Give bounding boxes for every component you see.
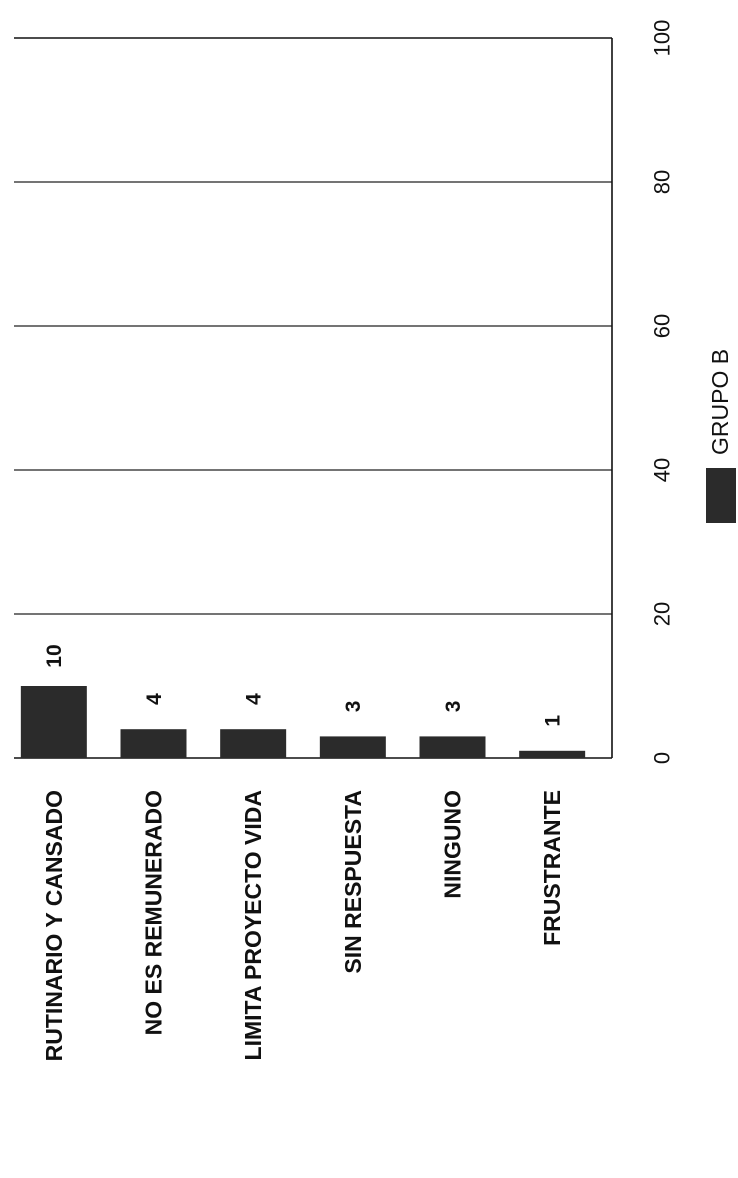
- bar: [419, 736, 486, 758]
- tick-label: 80: [650, 170, 675, 194]
- bar: [120, 729, 187, 758]
- category-label: NINGUNO: [440, 790, 466, 899]
- legend-label: GRUPO B: [707, 349, 733, 455]
- data-label: 4: [243, 693, 266, 705]
- data-label: 1: [542, 715, 565, 727]
- data-label: 10: [43, 644, 66, 667]
- category-label: LIMITA PROYECTO VIDA: [240, 790, 266, 1060]
- bar: [519, 750, 586, 758]
- legend: GRUPO B: [706, 349, 736, 523]
- bar: [319, 736, 386, 758]
- data-label: 4: [143, 693, 166, 705]
- category-label: SIN RESPUESTA: [340, 790, 366, 974]
- plot-area: 0 20 40 60 80 100 10 RUTINARIO Y CANSADO 4 NO ES …: [14, 20, 675, 1061]
- tick-label: 20: [650, 602, 675, 626]
- tick-label: 0: [650, 752, 675, 764]
- bar: [20, 686, 87, 758]
- legend-swatch: [706, 468, 736, 523]
- tick-label: 40: [650, 458, 675, 482]
- category-label: RUTINARIO Y CANSADO: [41, 790, 67, 1061]
- bar: [220, 729, 287, 758]
- tick-label: 100: [650, 20, 675, 57]
- category-label: NO ES REMUNERADO: [141, 790, 167, 1035]
- data-label: 3: [442, 701, 465, 713]
- category-label: FRUSTRANTE: [539, 790, 565, 946]
- data-label: 3: [342, 701, 365, 713]
- tick-label: 60: [650, 314, 675, 338]
